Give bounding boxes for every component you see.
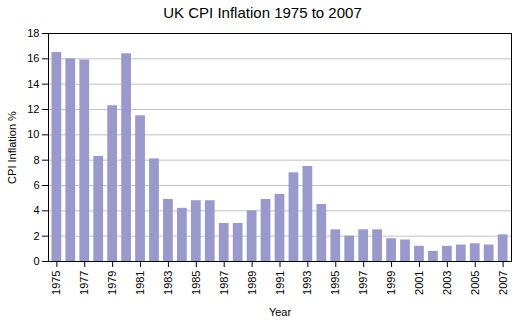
svg-text:4: 4 xyxy=(33,204,39,216)
svg-text:2005: 2005 xyxy=(469,271,481,295)
svg-text:1979: 1979 xyxy=(106,271,118,295)
svg-text:1977: 1977 xyxy=(78,271,90,295)
svg-text:16: 16 xyxy=(27,52,39,64)
svg-text:14: 14 xyxy=(27,78,39,90)
svg-text:2007: 2007 xyxy=(497,271,509,295)
svg-text:1995: 1995 xyxy=(329,271,341,295)
svg-text:2: 2 xyxy=(33,230,39,242)
svg-text:0: 0 xyxy=(33,255,39,267)
html-text:UK CPI Inflation 1975 to 2007: UK CPI Inflation 1975 to 2007 xyxy=(163,4,362,21)
svg-text:CPI Inflation %: CPI Inflation % xyxy=(6,111,18,184)
svg-text:8: 8 xyxy=(33,154,39,166)
svg-text:1981: 1981 xyxy=(134,271,146,295)
svg-text:1975: 1975 xyxy=(50,271,62,295)
svg-text:12: 12 xyxy=(27,103,39,115)
svg-text:1999: 1999 xyxy=(385,271,397,295)
svg-text:18: 18 xyxy=(27,27,39,39)
svg-text:2001: 2001 xyxy=(413,271,425,295)
svg-text:6: 6 xyxy=(33,179,39,191)
svg-text:10: 10 xyxy=(27,128,39,140)
svg-text:1997: 1997 xyxy=(357,271,369,295)
svg-text:1989: 1989 xyxy=(246,271,258,295)
svg-text:Year: Year xyxy=(269,306,292,318)
svg-text:1985: 1985 xyxy=(190,271,202,295)
svg-text:1987: 1987 xyxy=(218,271,230,295)
svg-text:1991: 1991 xyxy=(274,271,286,295)
svg-text:2003: 2003 xyxy=(441,271,453,295)
svg-text:1993: 1993 xyxy=(301,271,313,295)
svg-text:1983: 1983 xyxy=(162,271,174,295)
